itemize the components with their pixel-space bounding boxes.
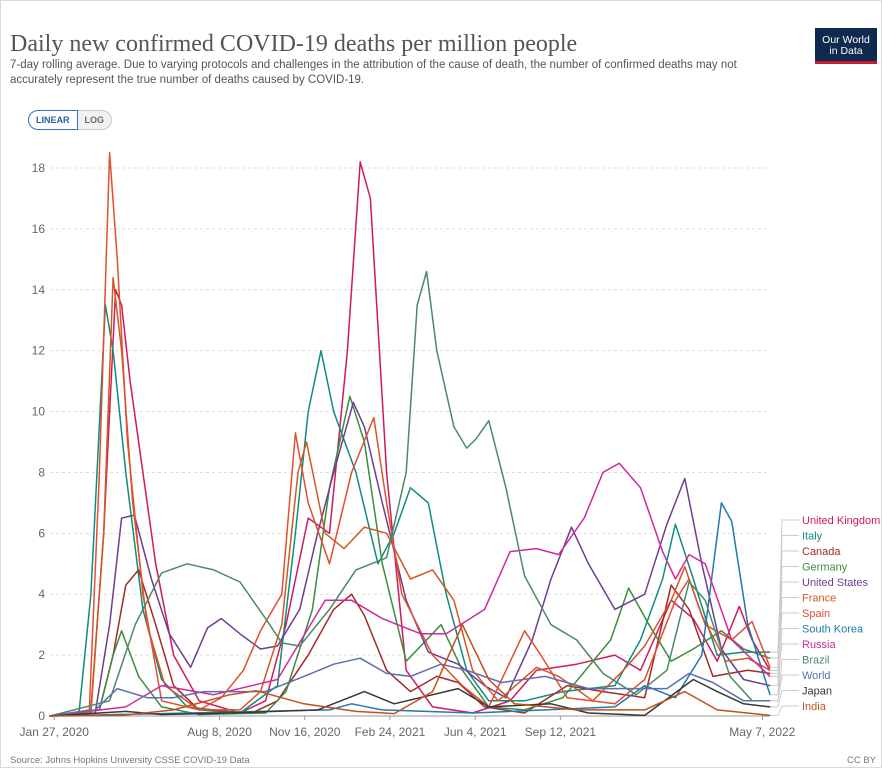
y-tick-label: 16 <box>32 222 46 236</box>
legend-connector <box>770 519 799 671</box>
legend-label-italy: Italy <box>802 531 823 543</box>
y-tick-label: 8 <box>38 465 45 479</box>
license-link[interactable]: CC BY <box>846 755 876 766</box>
legend-connector <box>770 674 799 702</box>
series-line-world <box>49 657 771 717</box>
series-lines <box>49 152 771 717</box>
logo-line-1: Our World <box>822 33 870 46</box>
y-tick-label: 18 <box>32 161 46 175</box>
y-tick-label: 4 <box>38 587 45 601</box>
x-tick-label: May 7, 2022 <box>729 725 795 739</box>
legend-label-united-states: United States <box>802 577 869 589</box>
logo-line-2: in Data <box>829 44 863 57</box>
log-scale-button[interactable]: LOG <box>77 110 112 130</box>
x-tick-label: Feb 24, 2021 <box>355 725 426 739</box>
series-line-canada <box>49 569 771 717</box>
source-note: Source: Johns Hopkins University CSSE CO… <box>10 755 250 766</box>
legend-label-world: World <box>802 670 831 682</box>
legend-label-russia: Russia <box>802 639 837 651</box>
legend-connector <box>770 535 799 653</box>
legend: United Kingdom Italy Canada Germany United S… <box>770 515 880 716</box>
y-tick-label: 10 <box>32 405 46 419</box>
y-tick-label: 14 <box>32 283 46 297</box>
legend-label-canada: Canada <box>802 546 841 558</box>
legend-connector <box>770 628 799 696</box>
legend-label-france: France <box>802 593 836 605</box>
series-line-italy <box>49 304 771 717</box>
legend-label-japan: Japan <box>802 686 832 698</box>
legend-label-india: India <box>802 701 827 713</box>
legend-connector <box>770 566 799 659</box>
x-tick-label: Jun 4, 2021 <box>444 725 507 739</box>
legend-connector <box>770 690 799 708</box>
series-line-russia <box>49 462 771 717</box>
series-line-france <box>49 276 771 717</box>
legend-label-brazil: Brazil <box>802 655 830 667</box>
legend-label-united-kingdom: United Kingdom <box>802 515 880 527</box>
series-line-united-states <box>49 401 771 717</box>
series-line-india <box>49 623 771 717</box>
y-tick-label: 6 <box>38 526 45 540</box>
series-line-united-kingdom <box>49 161 771 717</box>
legend-connector <box>770 612 799 668</box>
legend-connector <box>770 643 799 677</box>
legend-connector <box>770 550 799 674</box>
series-line-brazil <box>49 270 771 717</box>
series-line-japan <box>49 678 771 717</box>
x-tick-label: Nov 16, 2020 <box>269 725 341 739</box>
chart-subtitle: 7-day rolling average. Due to varying pr… <box>10 59 737 86</box>
x-tick-label: Jan 27, 2020 <box>20 725 90 739</box>
legend-label-south-korea: South Korea <box>802 624 864 636</box>
page-title: Daily new confirmed COVID-19 deaths per … <box>10 31 578 57</box>
axes: 0 2 4 6 8 10 12 14 16 18 Jan 27, 2020 Aug 8, 2020 No… <box>20 161 796 739</box>
y-tick-label: 12 <box>32 344 46 358</box>
series-line-spain <box>49 152 771 717</box>
series-line-south-korea <box>49 502 771 717</box>
legend-connector <box>770 705 799 716</box>
linear-scale-button[interactable]: LINEAR <box>28 110 78 130</box>
x-tick-label: Sep 12, 2021 <box>525 725 597 739</box>
legend-label-spain: Spain <box>802 608 830 620</box>
owid-logo[interactable]: Our World in Data <box>815 28 877 64</box>
y-tick-label: 2 <box>38 648 45 662</box>
grid-lines <box>50 167 770 717</box>
scale-toggle: LINEAR LOG <box>28 110 112 130</box>
legend-label-germany: Germany <box>802 562 848 574</box>
x-tick-label: Aug 8, 2020 <box>187 725 252 739</box>
y-tick-label: 0 <box>38 709 45 723</box>
